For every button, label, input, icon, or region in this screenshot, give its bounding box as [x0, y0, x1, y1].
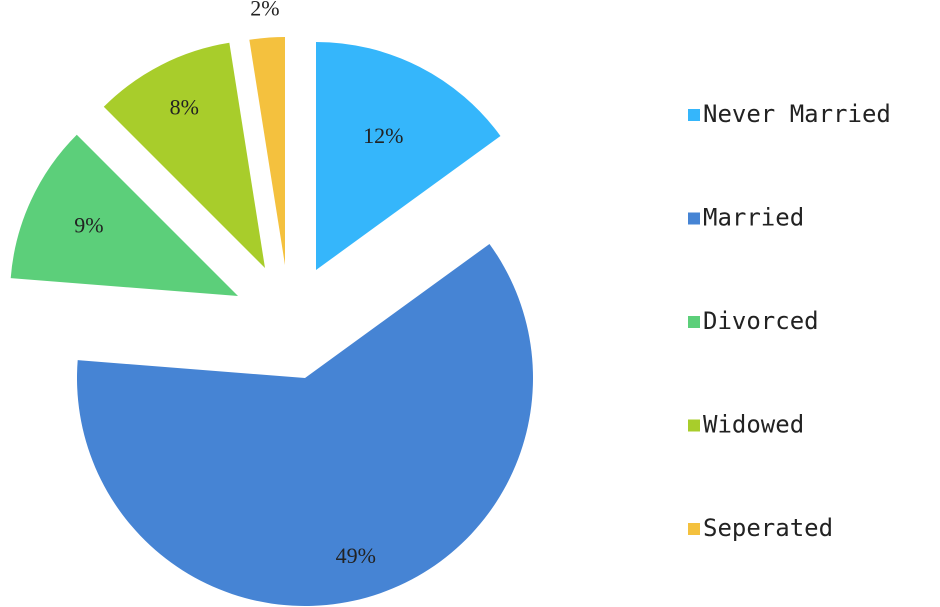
- legend-label: Divorced: [703, 307, 819, 335]
- pie-slice: [103, 42, 265, 268]
- data-label: 2%: [250, 0, 279, 20]
- data-label: 8%: [170, 95, 199, 120]
- legend-label: Widowed: [703, 411, 804, 439]
- legend-swatch: [688, 419, 700, 432]
- legend-swatch: [688, 109, 700, 121]
- legend-label: Married: [703, 204, 804, 232]
- pie-slice: [316, 42, 501, 270]
- data-label: 12%: [363, 123, 403, 148]
- legend-label: Seperated: [703, 514, 833, 542]
- legend-swatch: [688, 212, 700, 225]
- data-label: 9%: [74, 212, 103, 237]
- pie-slice: [10, 134, 238, 296]
- data-label: 49%: [336, 543, 376, 568]
- pie-slice: [249, 37, 285, 265]
- legend-label: Never Married: [703, 100, 891, 128]
- pie-slice: [77, 243, 533, 606]
- legend-swatch: [688, 523, 700, 535]
- legend-swatch: [688, 316, 700, 328]
